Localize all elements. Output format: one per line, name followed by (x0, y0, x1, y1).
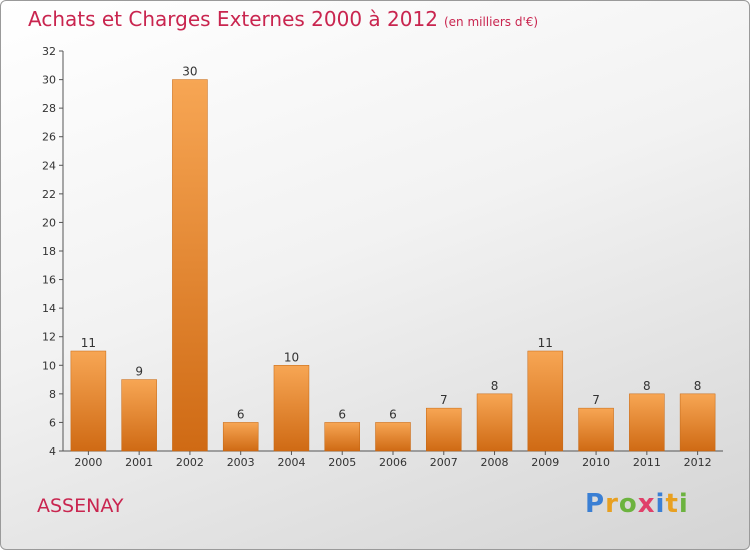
x-tick-label: 2004 (277, 456, 305, 469)
x-tick-label: 2002 (176, 456, 204, 469)
bar-value-label: 6 (237, 407, 245, 421)
y-tick-label: 18 (42, 245, 56, 258)
x-tick-label: 2010 (582, 456, 610, 469)
y-tick-label: 26 (42, 131, 56, 144)
x-tick-label: 2005 (328, 456, 356, 469)
bar (629, 393, 665, 452)
chart-subtitle: (en milliers d'€) (443, 15, 539, 29)
bar (172, 79, 208, 452)
x-tick-label: 2003 (227, 456, 255, 469)
x-tick-label: 2012 (684, 456, 712, 469)
bar (222, 422, 259, 452)
bar-value-label: 7 (592, 393, 600, 407)
y-tick-label: 30 (42, 74, 56, 87)
bar (273, 365, 310, 452)
y-tick-label: 24 (42, 159, 56, 172)
bar (426, 407, 462, 452)
y-tick-label: 32 (42, 45, 56, 58)
logo-letter: r (605, 489, 619, 519)
logo-letter: x (637, 489, 656, 519)
bar-value-label: 11 (81, 336, 96, 350)
x-axis: 2000 2001 2002 2003 2004 2005 2006 2007 2008 2009… (63, 450, 723, 469)
logo-letter: P (585, 489, 606, 519)
x-tick-label: 2006 (379, 456, 407, 469)
y-tick-label: 10 (42, 359, 56, 372)
chart-title-text: Achats et Charges Externes 2000 à 2012 (28, 7, 438, 31)
bar-value-label: 8 (694, 379, 702, 393)
bar (121, 379, 157, 452)
logo-letter: t (665, 489, 679, 519)
x-tick-label: 2007 (430, 456, 458, 469)
y-tick-label: 12 (42, 331, 56, 344)
y-tick-label: 8 (49, 388, 56, 401)
bar-value-label: 10 (284, 350, 299, 364)
y-tick-label: 22 (42, 188, 56, 201)
x-tick-label: 2011 (633, 456, 661, 469)
bar (375, 422, 411, 452)
bar (324, 422, 360, 452)
bar (679, 393, 716, 452)
logo-letter: i (678, 489, 689, 519)
x-tick-label: 2001 (125, 456, 153, 469)
x-tick-label: 2000 (74, 456, 102, 469)
logo-letter: i (655, 489, 666, 519)
bar-value-label: 8 (491, 379, 499, 393)
bars: 11 9 30 6 10 6 6 7 8 11 7 8 8 (70, 65, 716, 452)
x-tick-label: 2009 (531, 456, 559, 469)
bar-value-label: 7 (440, 393, 448, 407)
y-tick-label: 16 (42, 274, 56, 287)
bar-value-label: 6 (338, 407, 346, 421)
bar (578, 407, 614, 452)
y-tick-label: 4 (49, 445, 56, 458)
bar-value-label: 11 (538, 336, 553, 350)
bar (527, 350, 564, 452)
bar (476, 393, 513, 452)
y-axis: 4 6 8 10 12 14 16 18 20 22 24 26 28 30 32 (42, 45, 64, 458)
y-tick-label: 14 (42, 302, 56, 315)
bar-value-label: 9 (135, 365, 143, 379)
bar-value-label: 6 (389, 407, 397, 421)
x-tick-label: 2008 (481, 456, 509, 469)
bar (70, 350, 107, 452)
bar-value-label: 30 (182, 65, 197, 79)
y-tick-label: 6 (49, 416, 56, 429)
y-tick-label: 28 (42, 102, 56, 115)
chart-title: Achats et Charges Externes 2000 à 2012 (e… (28, 7, 538, 31)
bar-value-label: 8 (643, 379, 651, 393)
proxiti-logo: Proxiti (585, 489, 689, 519)
y-tick-label: 20 (42, 216, 56, 229)
logo-letter: o (618, 489, 638, 519)
commune-name: ASSENAY (37, 495, 124, 517)
